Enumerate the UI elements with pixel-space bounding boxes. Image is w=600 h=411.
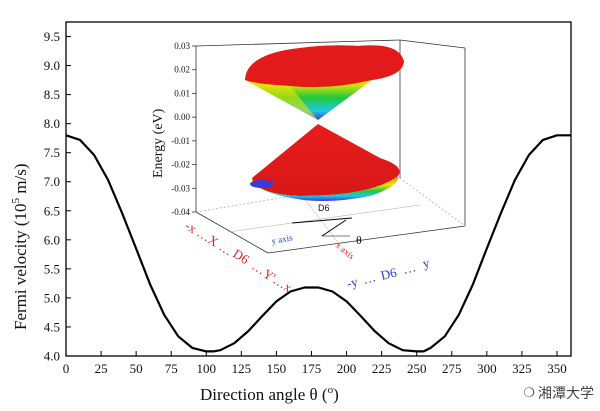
y-tick-label: 9.0 <box>44 58 60 73</box>
x-tick-label: 350 <box>547 361 567 376</box>
x-tick-label: 50 <box>130 361 143 376</box>
inset-z-tick-group: 0.03 0.02 0.01 0.00 -0.01 -0.02 -0.03 -0.04 <box>171 41 196 217</box>
x-tick-label: 250 <box>407 361 427 376</box>
x-tick-label: 300 <box>477 361 497 376</box>
d6-label: D6 <box>318 203 330 213</box>
red-axis-label: D6 <box>230 246 252 267</box>
x-tick-label: 200 <box>337 361 357 376</box>
inset-z-tick-label: 0.01 <box>174 88 190 98</box>
fermi-velocity-line <box>65 134 571 353</box>
plot-frame <box>65 21 572 357</box>
blue-axis-label: -y <box>345 274 360 291</box>
x-tick-group: 0 25 50 75 100 125 150 175 200 225 250 275 300 325 350 <box>63 351 567 376</box>
d6-axis-line <box>291 217 353 224</box>
blue-axis-label: D6 <box>379 264 399 283</box>
inset-z-axis-title: Energy (eV) <box>151 108 166 178</box>
y-tick-label: 7.0 <box>44 174 60 189</box>
x-axis-text: x axis <box>334 240 357 262</box>
upper-cone-rim <box>245 45 404 88</box>
y-tick-label: 7.5 <box>44 145 60 160</box>
y-tick-label: 4.0 <box>44 349 60 364</box>
inset-z-tick-label: -0.03 <box>171 183 190 193</box>
x-tick-label: 275 <box>442 361 462 376</box>
inset-z-tick-label: 0.03 <box>174 41 190 51</box>
y-tick-label: 4.5 <box>44 319 60 334</box>
x-tick-label: 225 <box>372 361 392 376</box>
x-tick-label: 25 <box>95 361 108 376</box>
blue-axis-label-group: -y … D6 … y <box>345 255 431 291</box>
wechat-icon: ❍ <box>523 385 535 401</box>
x-tick-label: 75 <box>165 361 178 376</box>
lower-cone-rim <box>252 176 399 201</box>
x-tick-label: 125 <box>232 361 252 376</box>
y-tick-label: 5.0 <box>44 290 60 305</box>
y-tick-label: 5.5 <box>44 261 60 276</box>
red-axis-label-group: -x … X … D6 … Y' … x <box>182 218 295 295</box>
x-tick-label: 175 <box>302 361 322 376</box>
x-axis-title: Direction angle θ (o) <box>200 384 339 404</box>
watermark: ❍ 湘潭大学 <box>523 383 594 403</box>
inset-3d-plot: D6 θ y axis x axis 0.03 0.02 0.01 0.00 -0.01… <box>151 39 466 295</box>
upper-cone-shade <box>245 80 318 120</box>
inset-floor-line <box>299 192 341 246</box>
x-tick-label: 325 <box>512 361 532 376</box>
inset-box-edge <box>399 39 466 49</box>
theta-line <box>321 219 347 237</box>
inset-z-tick-label: -0.02 <box>171 160 190 170</box>
watermark-text: 湘潭大学 <box>538 386 594 402</box>
y-tick-group: 4.0 4.5 5.0 5.5 6.0 6.5 7.0 7.5 8.0 8.5 9.0 9.5 <box>44 29 71 364</box>
y-tick-label: 8.5 <box>44 87 60 102</box>
inset-z-tick-label: 0.00 <box>174 112 190 122</box>
y-tick-label: 8.0 <box>44 116 60 131</box>
x-tick-label: 150 <box>267 361 287 376</box>
inset-box-edge <box>399 177 466 227</box>
inset-box-edge <box>195 39 401 47</box>
inset-z-tick-label: 0.02 <box>174 65 190 75</box>
inset-z-tick-label: -0.01 <box>171 136 190 146</box>
inset-floor-line <box>227 204 421 233</box>
blue-axis-label: y <box>421 255 431 271</box>
theta-label: θ <box>356 233 362 247</box>
lower-cone-surface <box>252 124 400 196</box>
inset-box-edge <box>195 211 269 254</box>
y-tick-label: 6.0 <box>44 232 60 247</box>
blue-axis-dots: … <box>401 259 417 277</box>
blue-axis-dots: … <box>361 269 377 287</box>
inset-z-tick-label: -0.04 <box>171 207 190 217</box>
x-tick-label: 100 <box>197 361 217 376</box>
y-tick-label: 9.5 <box>44 29 60 44</box>
y-axis-title: Fermi velocity (105 m/s) <box>10 163 30 330</box>
y-tick-label: 6.5 <box>44 203 60 218</box>
x-tick-label: 0 <box>63 361 70 376</box>
y-axis-text: y axis <box>271 232 294 246</box>
lower-cone-blue-edge <box>250 180 274 188</box>
inset-box-edge <box>267 225 466 254</box>
